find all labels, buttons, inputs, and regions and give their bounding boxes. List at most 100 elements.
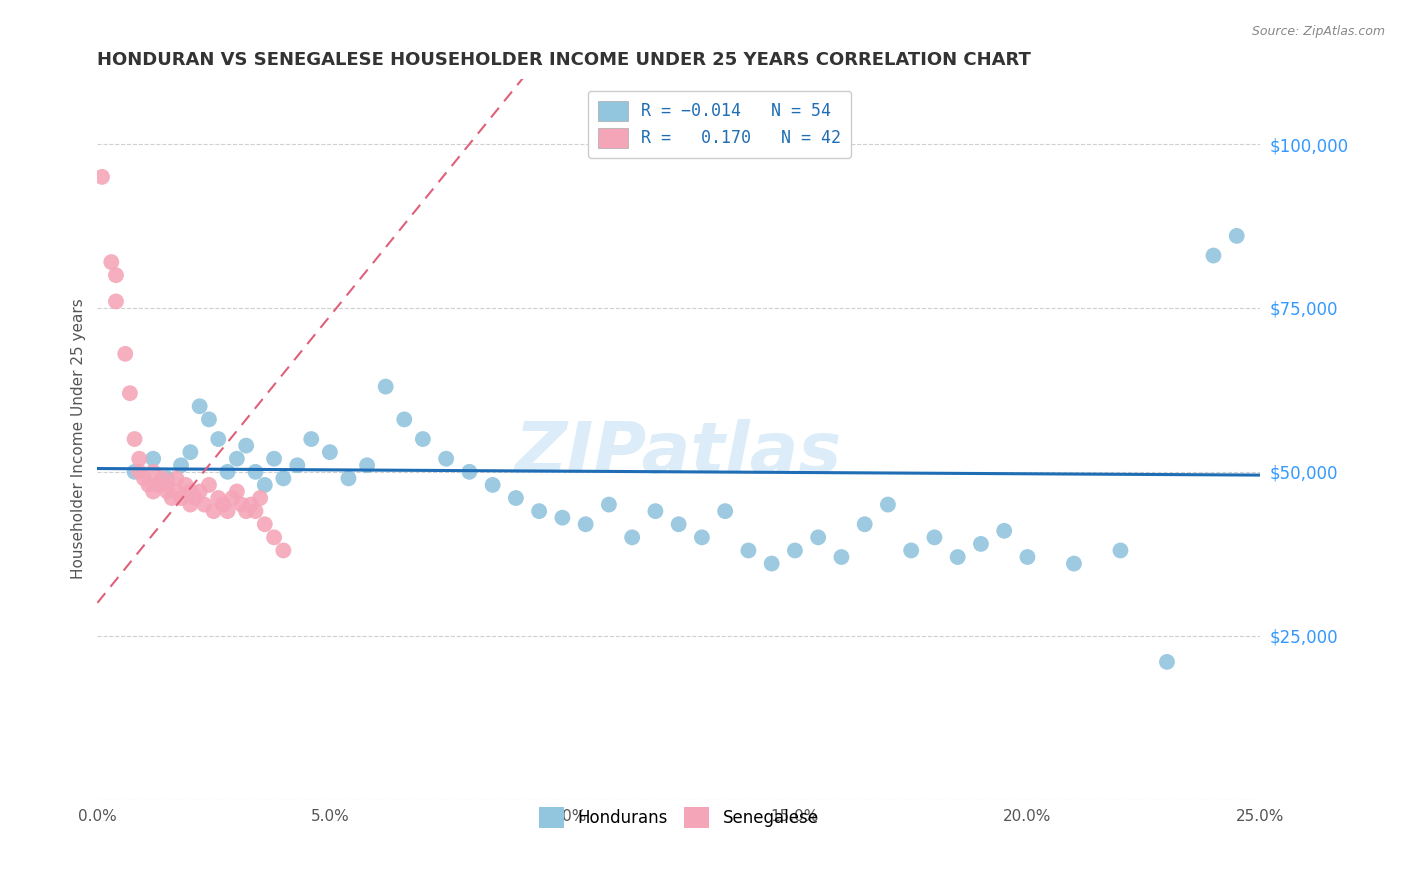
Point <box>621 530 644 544</box>
Point <box>394 412 416 426</box>
Legend: Hondurans, Senegalese: Hondurans, Senegalese <box>531 801 825 834</box>
Point <box>299 432 322 446</box>
Text: ZIPatlas: ZIPatlas <box>515 419 842 488</box>
Point <box>207 432 229 446</box>
Point <box>152 471 174 485</box>
Point <box>458 465 481 479</box>
Point <box>165 471 187 485</box>
Point <box>1017 549 1039 564</box>
Point <box>807 530 830 544</box>
Point <box>434 451 457 466</box>
Point <box>527 504 550 518</box>
Point <box>245 465 267 479</box>
Point <box>170 491 193 505</box>
Point <box>853 517 876 532</box>
Point <box>221 491 243 505</box>
Point <box>124 432 146 446</box>
Point <box>91 169 114 184</box>
Text: Source: ZipAtlas.com: Source: ZipAtlas.com <box>1251 25 1385 38</box>
Point <box>1156 655 1178 669</box>
Point <box>356 458 378 473</box>
Point <box>156 471 179 485</box>
Text: HONDURAN VS SENEGALESE HOUSEHOLDER INCOME UNDER 25 YEARS CORRELATION CHART: HONDURAN VS SENEGALESE HOUSEHOLDER INCOM… <box>97 51 1031 69</box>
Point <box>253 478 276 492</box>
Point <box>184 491 207 505</box>
Point <box>877 498 900 512</box>
Point <box>198 478 221 492</box>
Point <box>174 478 197 492</box>
Point <box>128 465 150 479</box>
Point <box>156 478 179 492</box>
Point <box>188 484 211 499</box>
Point <box>217 465 239 479</box>
Point <box>924 530 946 544</box>
Point <box>737 543 759 558</box>
Point <box>207 491 229 505</box>
Point <box>668 517 690 532</box>
Point <box>142 451 165 466</box>
Point <box>146 478 169 492</box>
Point <box>575 517 598 532</box>
Point <box>319 445 342 459</box>
Point <box>160 491 183 505</box>
Point <box>598 498 620 512</box>
Point <box>263 451 285 466</box>
Point <box>761 557 783 571</box>
Point <box>142 465 165 479</box>
Point <box>212 498 235 512</box>
Point <box>104 268 127 283</box>
Point <box>551 510 574 524</box>
Point <box>235 504 257 518</box>
Point <box>783 543 806 558</box>
Point <box>132 471 155 485</box>
Point <box>644 504 666 518</box>
Point <box>714 504 737 518</box>
Point <box>225 484 247 499</box>
Point <box>100 255 122 269</box>
Point <box>1109 543 1132 558</box>
Point <box>235 439 257 453</box>
Point <box>138 478 160 492</box>
Point <box>179 484 201 499</box>
Point <box>337 471 360 485</box>
Point <box>225 451 247 466</box>
Point <box>505 491 527 505</box>
Point <box>188 399 211 413</box>
Point <box>970 537 993 551</box>
Point <box>202 504 225 518</box>
Point <box>253 517 276 532</box>
Point <box>179 445 201 459</box>
Point <box>285 458 308 473</box>
Point <box>263 530 285 544</box>
Point <box>374 379 396 393</box>
Y-axis label: Householder Income Under 25 years: Householder Income Under 25 years <box>72 299 86 580</box>
Point <box>156 484 179 499</box>
Point <box>245 504 267 518</box>
Point <box>231 498 253 512</box>
Point <box>104 294 127 309</box>
Point <box>193 498 215 512</box>
Point <box>124 465 146 479</box>
Point <box>239 498 262 512</box>
Point <box>993 524 1015 538</box>
Point <box>217 504 239 518</box>
Point <box>142 484 165 499</box>
Point <box>179 498 201 512</box>
Point <box>946 549 969 564</box>
Point <box>198 412 221 426</box>
Point <box>273 471 295 485</box>
Point <box>900 543 922 558</box>
Point <box>114 347 136 361</box>
Point <box>170 458 193 473</box>
Point <box>273 543 295 558</box>
Point <box>165 484 187 499</box>
Point <box>1226 228 1249 243</box>
Point <box>481 478 503 492</box>
Point <box>690 530 713 544</box>
Point <box>1063 557 1085 571</box>
Point <box>118 386 141 401</box>
Point <box>128 451 150 466</box>
Point <box>830 549 852 564</box>
Point <box>412 432 434 446</box>
Point <box>249 491 271 505</box>
